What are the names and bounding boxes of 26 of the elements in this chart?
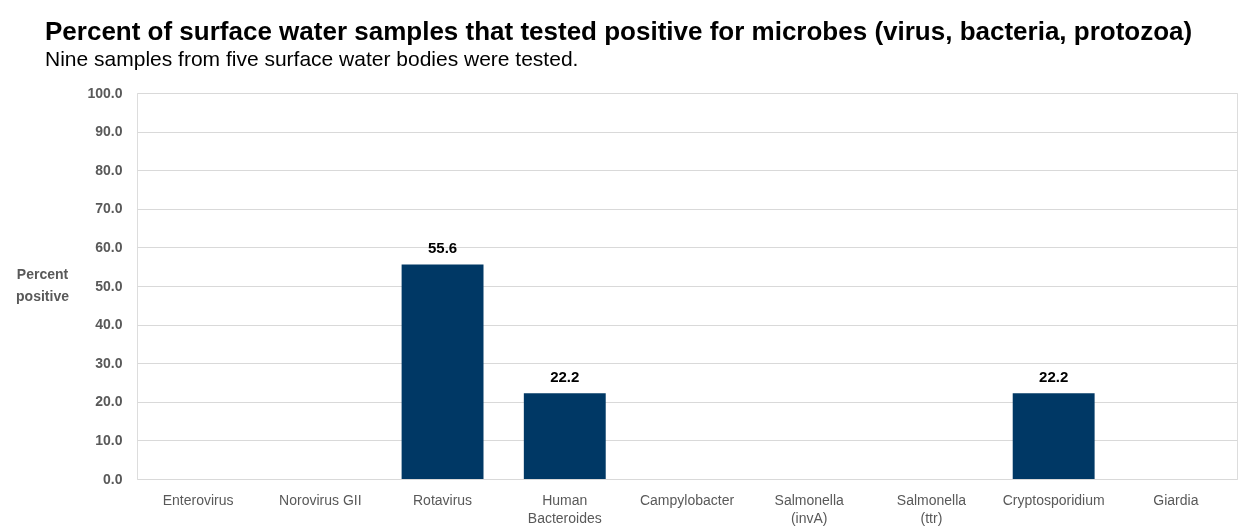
- x-tick-label: Salmonella (invA): [774, 491, 845, 526]
- y-tick-label: 0.0: [103, 470, 123, 487]
- x-tick-label: Campylobacter: [639, 491, 735, 508]
- chart-subtitle: Nine samples from five surface water bodies were tested.: [45, 47, 579, 70]
- y-tick-label: 70.0: [95, 200, 123, 217]
- y-tick-label: 100.0: [87, 84, 123, 101]
- x-tick-label: Giardia: [1153, 491, 1199, 508]
- y-tick-label: 50.0: [95, 277, 123, 294]
- y-tick-label: 80.0: [95, 161, 123, 178]
- x-tick-label: Norovirus GII: [279, 491, 362, 508]
- x-tick-label: Human Bacteroides: [527, 491, 602, 526]
- data-label: 22.2: [1039, 368, 1069, 386]
- chart-title: Percent of surface water samples that tested positive for microbes (virus, bacteria, protozoa): [45, 16, 1193, 46]
- y-tick-label: 20.0: [95, 393, 123, 410]
- x-tick-label: Rotavirus: [412, 491, 473, 508]
- y-tick-label: 90.0: [95, 123, 123, 140]
- data-label: 55.6: [427, 239, 458, 257]
- x-tick-label: Cryptosporidium: [1002, 491, 1105, 508]
- y-tick-label: 10.0: [95, 431, 123, 448]
- y-tick-label: 40.0: [95, 316, 123, 333]
- y-tick-label: 30.0: [95, 354, 123, 371]
- data-label: 22.2: [550, 368, 580, 386]
- x-tick-label: Enterovirus: [162, 491, 234, 508]
- y-tick-label: 60.0: [95, 238, 123, 255]
- x-tick-label: Salmonella (ttr): [896, 491, 967, 526]
- y-axis-title: Percent positive: [16, 266, 70, 305]
